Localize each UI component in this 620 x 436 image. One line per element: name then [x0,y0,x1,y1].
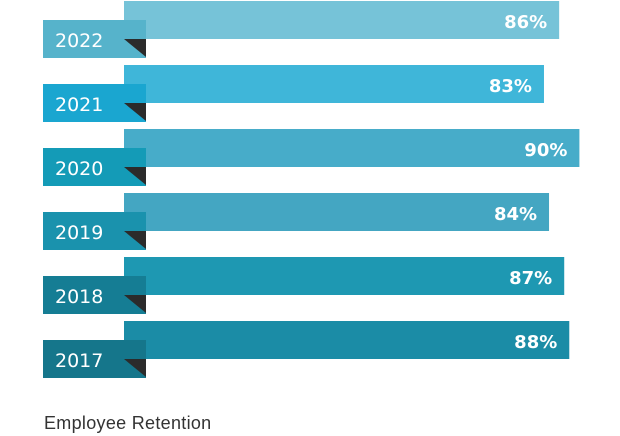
ribbon-fold-2017 [124,359,146,377]
ribbon-fold-2021 [124,103,146,121]
bar-2020 [124,129,580,167]
bar-2019 [124,193,550,231]
bar-2021 [124,65,544,103]
year-label-2018: 2018 [55,286,103,308]
ribbon-fold-2019 [124,231,146,249]
value-label-2020: 90% [524,140,567,161]
value-label-2021: 83% [489,76,532,97]
year-label-2020: 2020 [55,158,103,180]
value-label-2017: 88% [514,332,557,353]
bar-2017 [124,321,570,359]
bar-2022 [124,1,560,39]
value-label-2018: 87% [509,268,552,289]
ribbon-fold-2022 [124,39,146,57]
chart-caption: Employee Retention [44,413,212,433]
year-label-2022: 2022 [55,30,103,52]
value-label-2019: 84% [494,204,537,225]
year-label-2021: 2021 [55,94,103,116]
year-label-2019: 2019 [55,222,103,244]
ribbon-fold-2018 [124,295,146,313]
year-label-2017: 2017 [55,350,103,372]
value-label-2022: 86% [504,12,547,33]
bar-2018 [124,257,565,295]
ribbon-fold-2020 [124,167,146,185]
